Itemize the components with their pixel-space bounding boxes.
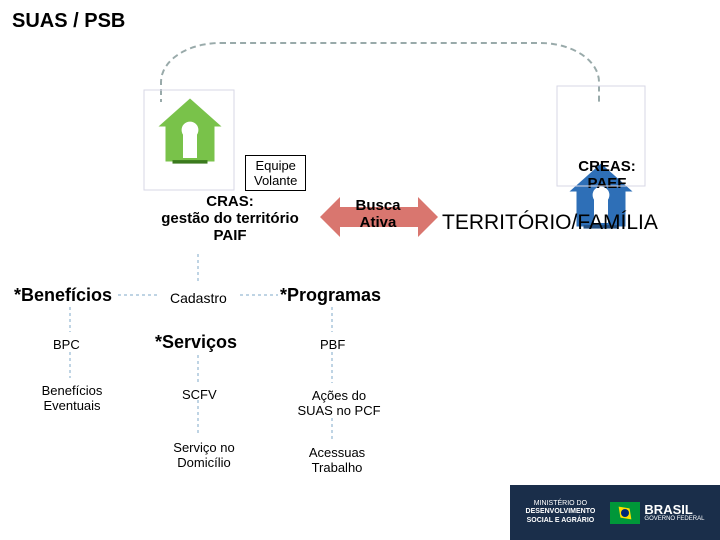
ac-l1: Acessuas: [302, 445, 372, 460]
cadastro-label: Cadastro: [170, 290, 227, 306]
acoes-l2: SUAS no PCF: [294, 403, 384, 418]
beneficios-label: *Benefícios: [14, 285, 112, 306]
footer: MINISTÉRIO DO DESENVOLVIMENTO SOCIAL E A…: [510, 485, 720, 540]
min-l2: DESENVOLVIMENTO: [526, 508, 596, 516]
cras-line2: gestão do território: [140, 210, 320, 227]
cras-label: CRAS: gestão do território PAIF: [140, 193, 320, 244]
busca-line1: Busca: [348, 197, 408, 214]
bpc-label: BPC: [53, 337, 80, 352]
connector-curve: [160, 42, 600, 102]
min-l3: SOCIAL E AGRÁRIO: [526, 517, 596, 525]
equipe-volante-line2: Volante: [254, 173, 297, 188]
ben-ev-l1: Benefícios: [32, 383, 112, 398]
scfv-label: SCFV: [182, 387, 217, 402]
brazil-flag-icon: [610, 502, 640, 524]
sd-l2: Domicílio: [164, 455, 244, 470]
territorio-label: TERRITÓRIO/FAMÍLIA: [442, 211, 658, 235]
creas-line2: PAEF: [572, 175, 642, 192]
sd-l1: Serviço no: [164, 440, 244, 455]
creas-label: CREAS: PAEF: [572, 158, 642, 192]
programas-label: *Programas: [280, 285, 381, 306]
ac-l2: Trabalho: [302, 460, 372, 475]
min-l1: MINISTÉRIO DO: [526, 500, 596, 508]
servicos-label: *Serviços: [155, 332, 237, 353]
page-title: SUAS / PSB: [12, 10, 125, 33]
creas-line1: CREAS:: [572, 158, 642, 175]
brasil-text: BRASIL: [644, 503, 704, 516]
brasil-sub: GOVERNO FEDERAL: [644, 516, 704, 522]
footer-ministerio: MINISTÉRIO DO DESENVOLVIMENTO SOCIAL E A…: [526, 500, 596, 525]
equipe-volante-box: Equipe Volante: [245, 155, 306, 191]
footer-brasil: BRASIL GOVERNO FEDERAL: [610, 502, 704, 524]
beneficios-eventuais-label: Benefícios Eventuais: [32, 383, 112, 413]
acoes-l1: Ações do: [294, 388, 384, 403]
cras-line1: CRAS:: [140, 193, 320, 210]
acoes-label: Ações do SUAS no PCF: [294, 388, 384, 418]
acessuas-label: Acessuas Trabalho: [302, 445, 372, 475]
cras-house-icon: [155, 95, 225, 165]
busca-ativa-label: Busca Ativa: [348, 197, 408, 231]
cras-line3: PAIF: [140, 227, 320, 244]
servico-domicilio-label: Serviço no Domicílio: [164, 440, 244, 470]
equipe-volante-line1: Equipe: [254, 158, 297, 173]
pbf-label: PBF: [320, 337, 345, 352]
ben-ev-l2: Eventuais: [32, 398, 112, 413]
busca-line2: Ativa: [348, 214, 408, 231]
